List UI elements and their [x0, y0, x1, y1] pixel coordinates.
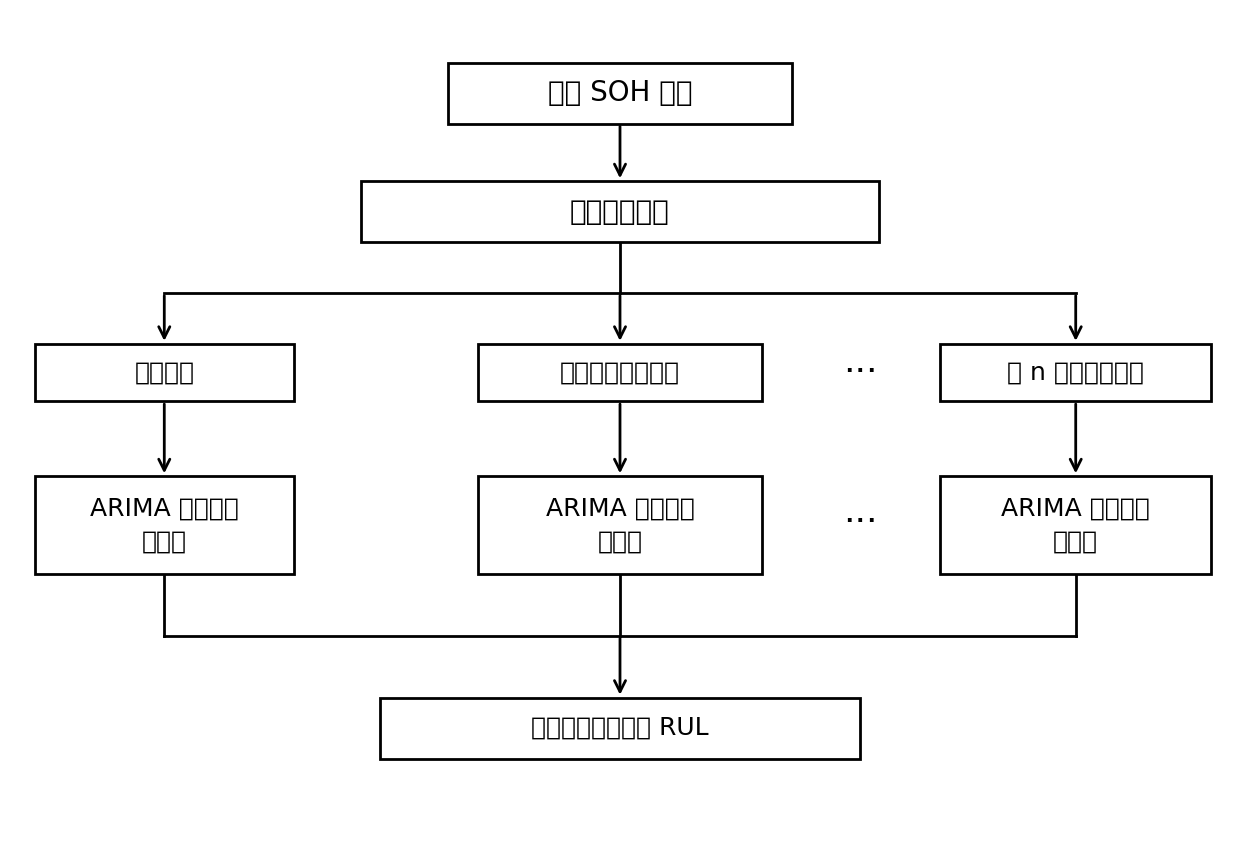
FancyBboxPatch shape — [35, 476, 294, 574]
FancyBboxPatch shape — [940, 344, 1211, 401]
Text: ARIMA 模型构建
与预测: ARIMA 模型构建 与预测 — [546, 496, 694, 554]
Text: 第 n 阶本征模函数: 第 n 阶本征模函数 — [1007, 361, 1145, 385]
FancyBboxPatch shape — [940, 476, 1211, 574]
FancyBboxPatch shape — [479, 476, 761, 574]
FancyBboxPatch shape — [361, 181, 879, 242]
Text: 原始 SOH 序列: 原始 SOH 序列 — [548, 79, 692, 107]
Text: 残留函数: 残留函数 — [134, 361, 195, 385]
FancyBboxPatch shape — [448, 62, 792, 123]
Text: 第一阶本征模函数: 第一阶本征模函数 — [560, 361, 680, 385]
FancyBboxPatch shape — [379, 698, 861, 758]
FancyBboxPatch shape — [35, 344, 294, 401]
Text: ARIMA 模型构建
与预测: ARIMA 模型构建 与预测 — [1002, 496, 1149, 554]
Text: ARIMA 模型构建
与预测: ARIMA 模型构建 与预测 — [91, 496, 238, 554]
FancyBboxPatch shape — [479, 344, 761, 401]
Text: 经验模态分解: 经验模态分解 — [570, 198, 670, 226]
Text: ···: ··· — [843, 505, 878, 540]
Text: 所有预测相加得到 RUL: 所有预测相加得到 RUL — [531, 716, 709, 740]
Text: ···: ··· — [843, 356, 878, 390]
